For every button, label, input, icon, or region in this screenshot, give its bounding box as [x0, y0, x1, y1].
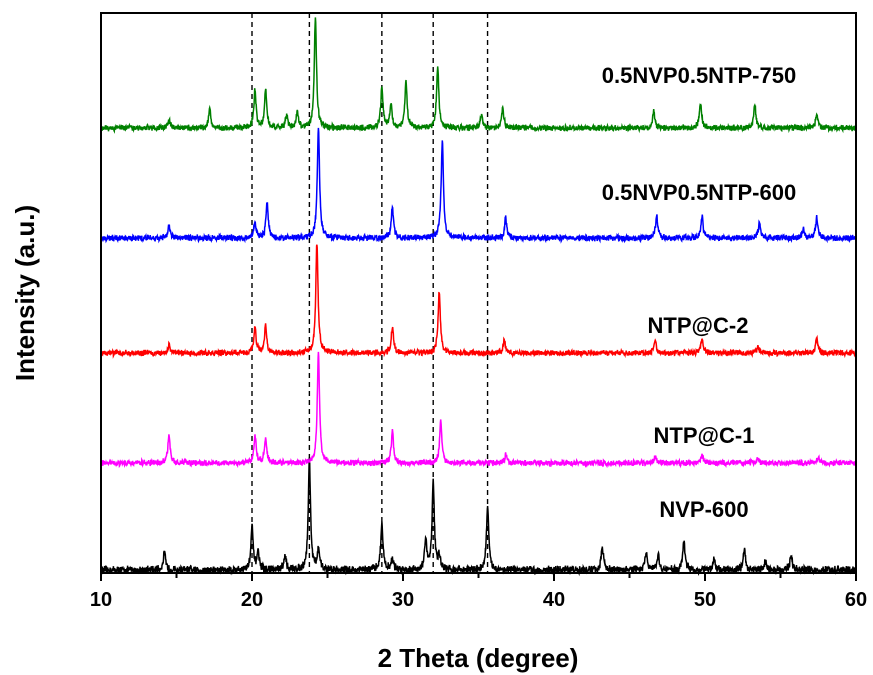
series-label-5: 0.5NVP0.5NTP-750 — [602, 63, 796, 88]
x-tick-label-5: 50 — [694, 589, 716, 611]
series-curves — [100, 17, 857, 577]
y-axis-title: Intensity (a.u.) — [10, 205, 40, 381]
series-curve-ntp-c-1 — [100, 351, 857, 469]
x-tick-label-4: 40 — [543, 589, 565, 611]
plot-frame — [100, 12, 857, 574]
series-curve-nvp-600 — [100, 457, 857, 577]
x-tick-label-6: 60 — [845, 589, 867, 611]
series-labels: NVP-600 NTP@C-1 NTP@C-2 0.5NVP0.5NTP-600 0.5… — [602, 63, 796, 522]
series-label-3: NTP@C-2 — [648, 313, 749, 338]
x-tick-label-2: 20 — [241, 589, 263, 611]
series-curve-0-5nvp0-5ntp-600 — [100, 127, 857, 244]
series-curve-ntp-c-2 — [100, 244, 857, 359]
series-curve-0-5nvp0-5ntp-750 — [100, 17, 857, 134]
series-label-2: NTP@C-1 — [654, 423, 755, 448]
reference-lines — [251, 13, 489, 573]
x-tick-label-3: 30 — [392, 589, 414, 611]
x-axis-title: 2 Theta (degree) — [378, 643, 579, 673]
series-label-1: NVP-600 — [659, 497, 748, 522]
x-tick-label-1: 10 — [90, 589, 112, 611]
series-label-4: 0.5NVP0.5NTP-600 — [602, 180, 796, 205]
x-axis-ticks: 10 20 30 40 50 60 — [90, 573, 867, 611]
